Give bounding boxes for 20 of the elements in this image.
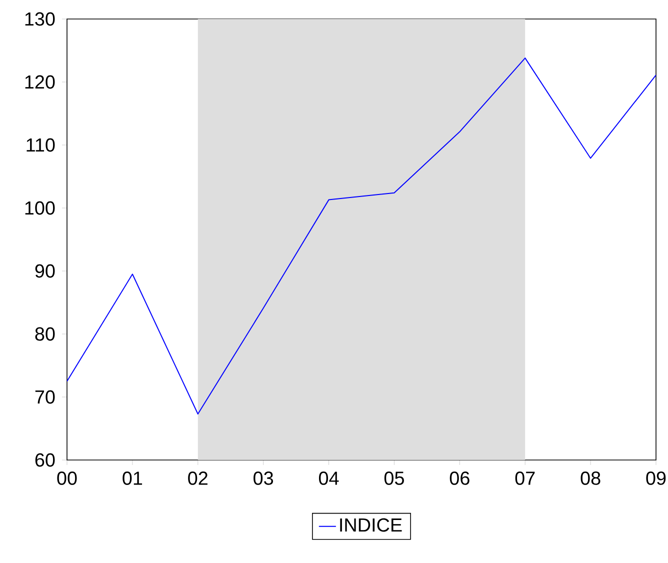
y-tick-label: 110: [26, 138, 55, 152]
y-tick-label: 120: [25, 75, 55, 89]
y-tick-label: 80: [35, 327, 55, 341]
x-tick-label: 03: [254, 472, 274, 485]
x-tick-label: 09: [646, 472, 666, 485]
y-tick-label: 60: [35, 453, 55, 467]
y-tick-label: 100: [25, 201, 55, 215]
x-tick-label: 07: [515, 472, 535, 485]
y-tick-label: 70: [35, 390, 55, 404]
y-tick-label: 90: [35, 264, 55, 278]
x-tick-label: 01: [122, 472, 142, 485]
x-tick-label: 02: [188, 472, 208, 485]
y-tick-label: 130: [25, 12, 55, 26]
x-tick-label: 08: [580, 472, 600, 485]
line-series: [67, 58, 656, 415]
x-tick-label: 05: [384, 472, 404, 485]
x-tick-label: 00: [57, 472, 77, 485]
legend-label: INDICE: [340, 518, 402, 532]
x-tick-label: 04: [318, 472, 339, 485]
x-tick-label: 06: [450, 472, 470, 485]
